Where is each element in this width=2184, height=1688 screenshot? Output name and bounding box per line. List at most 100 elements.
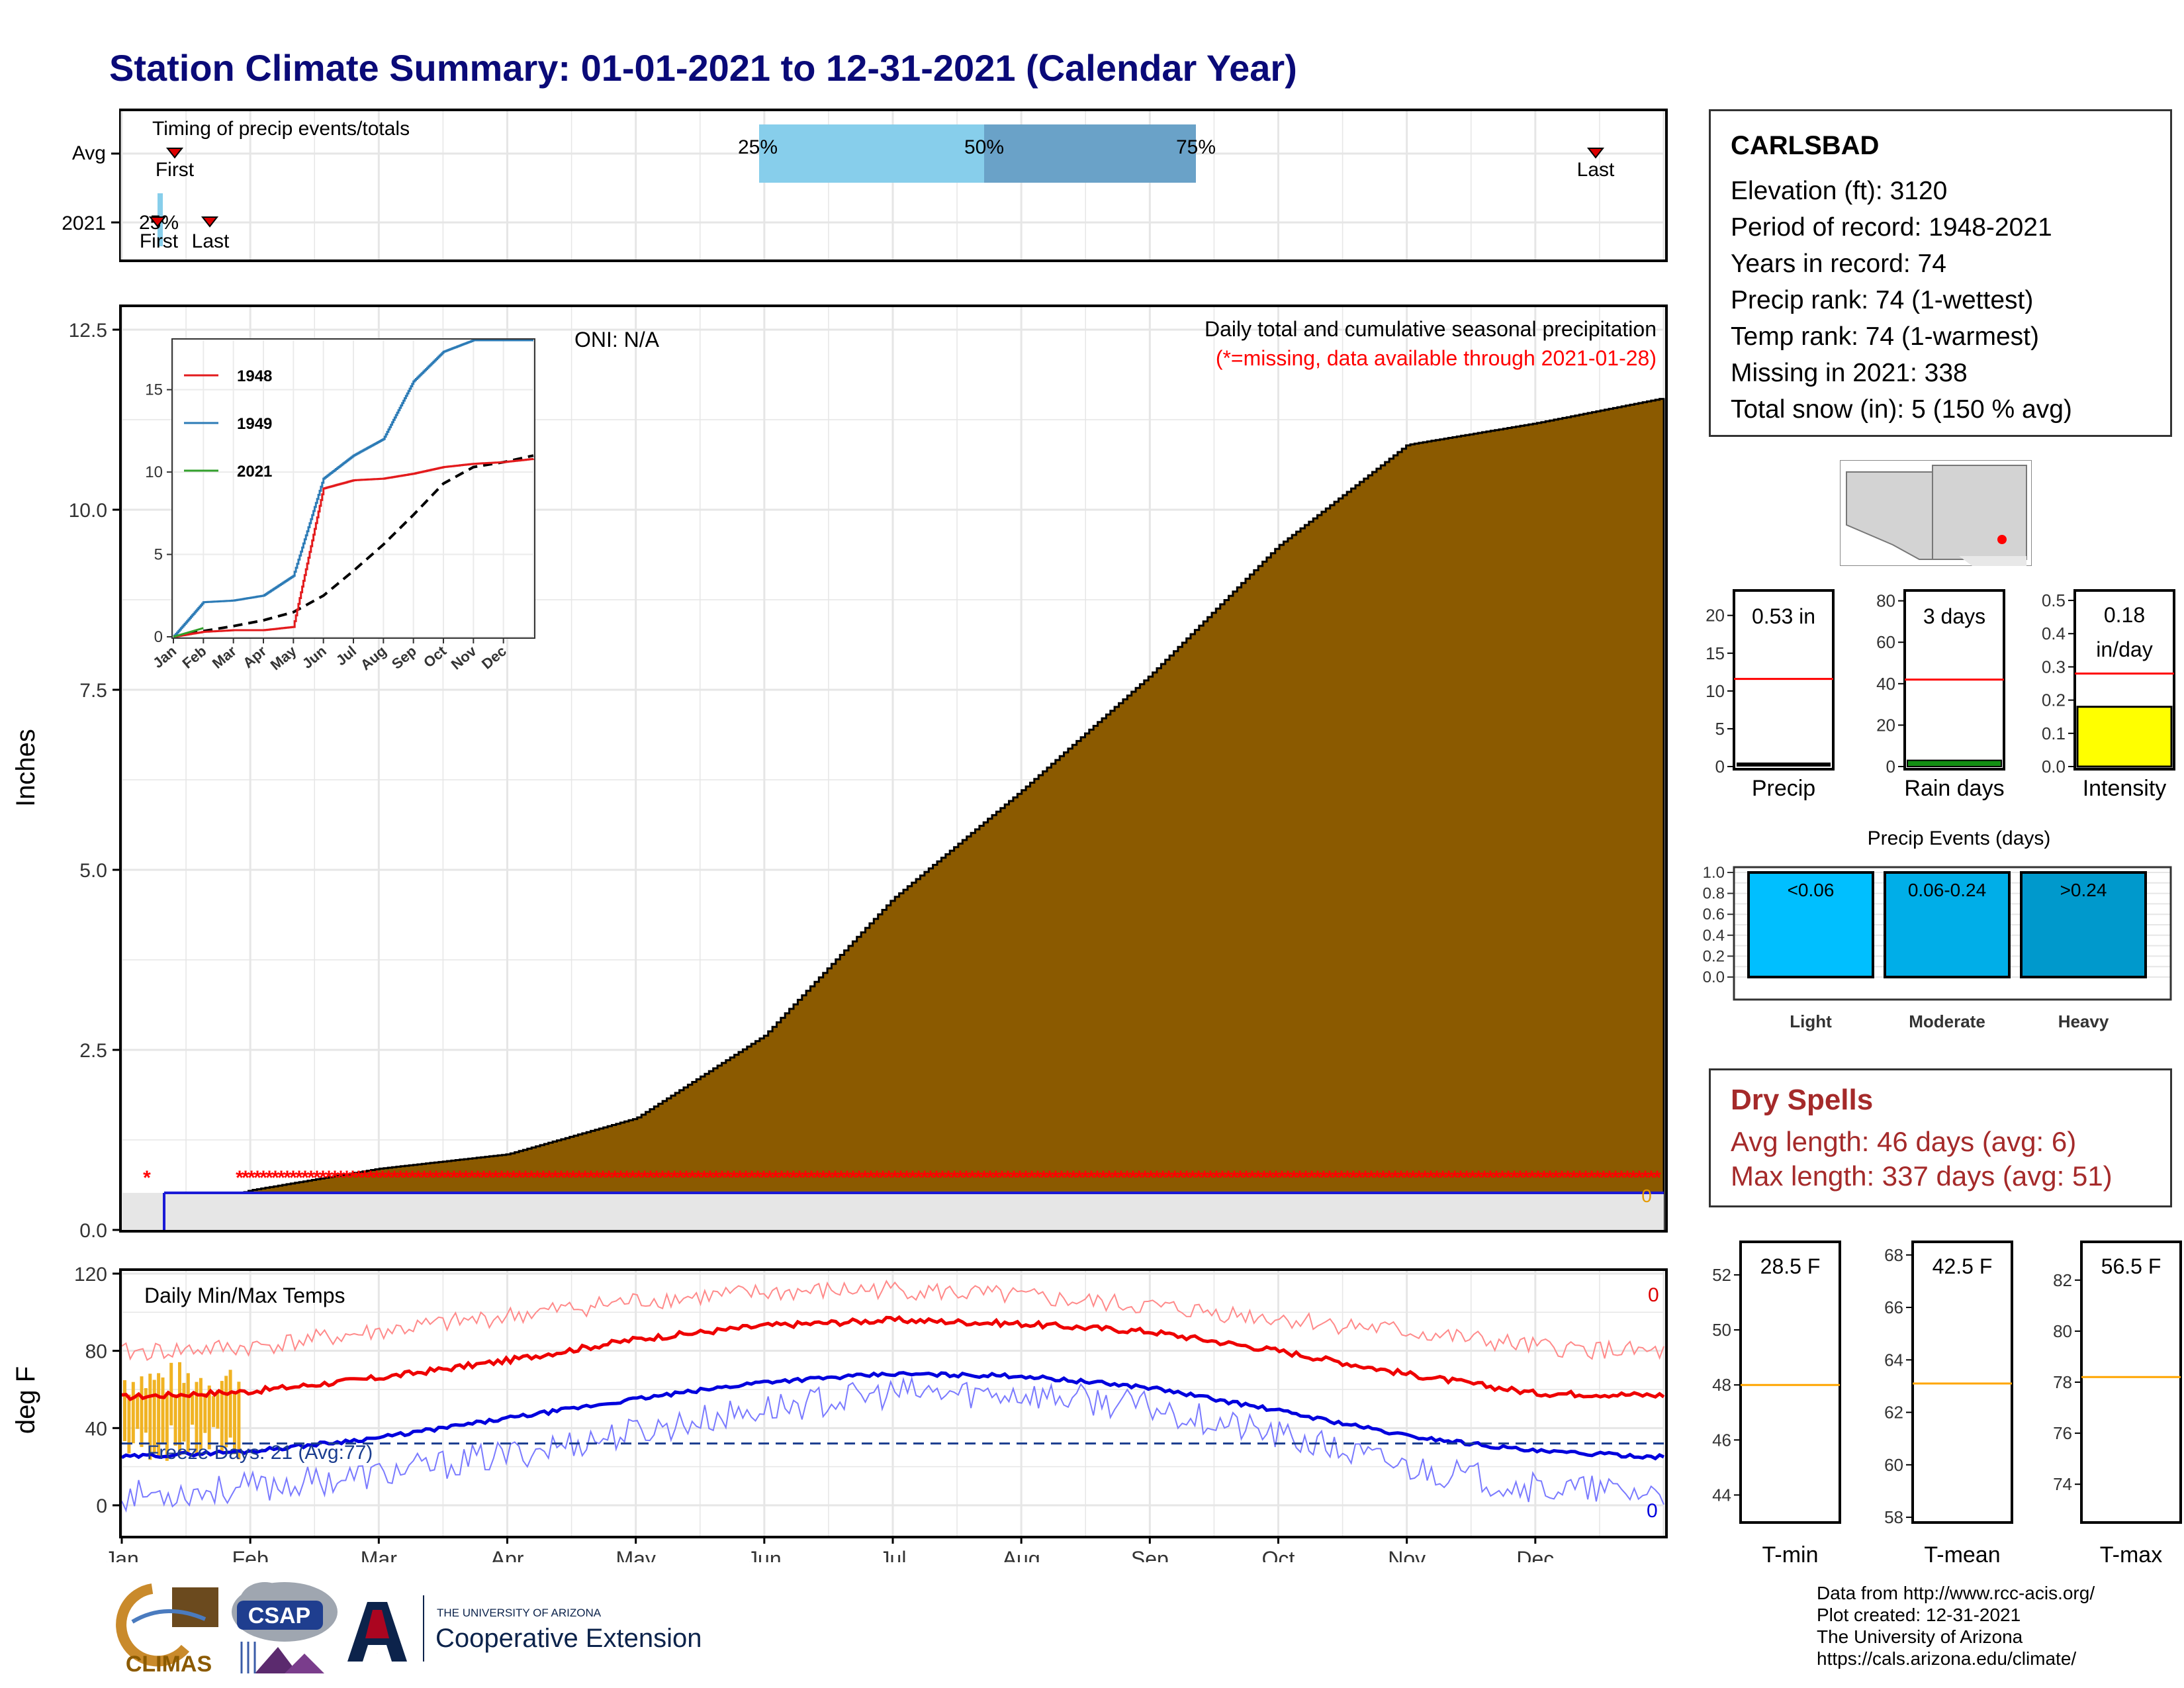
missing-day-marker: * xyxy=(599,1167,607,1189)
missing-day-marker: * xyxy=(1397,1167,1405,1189)
missing-day-marker: * xyxy=(1058,1167,1066,1189)
csap-text: CSAP xyxy=(248,1603,310,1628)
events-bar-moderate xyxy=(1884,871,2011,978)
missing-day-marker: * xyxy=(1391,1167,1399,1189)
events-ytick-label: 0.0 xyxy=(1703,968,1725,986)
missing-day-marker: * xyxy=(1379,1167,1387,1189)
tmin-extreme-line xyxy=(121,1376,1664,1513)
tbar-ytick-label: 58 xyxy=(1884,1507,1903,1527)
mini-ytick-label: 0.2 xyxy=(2042,690,2066,710)
missing-note: (*=missing, data available through 2021-… xyxy=(1216,346,1657,370)
missing-day-marker: * xyxy=(885,1167,893,1189)
missing-day-marker: * xyxy=(1617,1167,1625,1189)
missing-day-marker: * xyxy=(1367,1167,1375,1189)
missing-day-marker: * xyxy=(1546,1167,1554,1189)
missing-day-marker: * xyxy=(1129,1167,1137,1189)
tmin-average-line xyxy=(120,1371,1665,1461)
missing-day-marker: * xyxy=(623,1167,631,1189)
missing-day-marker: * xyxy=(1272,1167,1280,1189)
missing-day-marker: * xyxy=(879,1167,887,1189)
missing-day-marker: * xyxy=(1332,1167,1340,1189)
tbar-ytick-label: 44 xyxy=(1712,1485,1731,1505)
inset-xtick-label: Jan xyxy=(150,643,179,672)
temp-ylabel: deg F xyxy=(11,1366,40,1434)
events-ytick-label: 0.6 xyxy=(1703,906,1725,923)
missing-day-marker: * xyxy=(1230,1167,1238,1189)
missing-day-marker: * xyxy=(760,1167,768,1189)
missing-day-marker: * xyxy=(659,1167,666,1189)
precip-caption: Daily total and cumulative seasonal prec… xyxy=(1205,317,1657,341)
legend-1948: 1948 xyxy=(237,367,272,385)
month-tick-label: Jul xyxy=(880,1547,907,1562)
missing-day-marker: * xyxy=(825,1167,833,1189)
missing-day-marker: * xyxy=(938,1167,946,1189)
missing-day-marker: * xyxy=(1647,1167,1655,1189)
missing-day-marker: * xyxy=(1385,1167,1393,1189)
missing-day-marker: * xyxy=(748,1167,756,1189)
avg-25-50-bar xyxy=(759,124,984,183)
missing-day-marker: * xyxy=(1064,1167,1071,1189)
missing-day-marker: * xyxy=(307,1167,315,1189)
events-bar-label: >0.24 xyxy=(2060,880,2107,900)
missing-day-marker: * xyxy=(617,1167,625,1189)
missing-day-marker: * xyxy=(700,1167,708,1189)
missing-day-marker: * xyxy=(915,1167,923,1189)
missing-day-marker: * xyxy=(718,1167,726,1189)
station-elevation: Elevation (ft): 3120 xyxy=(1731,177,1948,205)
missing-day-marker: * xyxy=(1224,1167,1232,1189)
missing-day-marker: * xyxy=(1201,1167,1208,1189)
missing-day-marker: * xyxy=(259,1167,267,1189)
missing-day-marker: * xyxy=(1427,1167,1435,1189)
credit-line: https://cals.arizona.edu/climate/ xyxy=(1817,1648,2077,1669)
missing-day-marker: * xyxy=(897,1167,905,1189)
missing-day-marker: * xyxy=(426,1167,434,1189)
missing-day-marker: * xyxy=(1236,1167,1244,1189)
mini-ytick-label: 10 xyxy=(1706,681,1725,701)
temp-ytick-label: 120 xyxy=(74,1264,107,1286)
missing-day-marker: * xyxy=(1588,1167,1596,1189)
missing-day-marker: * xyxy=(361,1167,369,1189)
tbar-ytick-label: 46 xyxy=(1712,1430,1731,1450)
missing-day-marker: * xyxy=(992,1167,1000,1189)
missing-day-marker: * xyxy=(1421,1167,1429,1189)
missing-day-marker: * xyxy=(1123,1167,1131,1189)
missing-day-marker: * xyxy=(1653,1167,1661,1189)
credit-line: The University of Arizona xyxy=(1817,1626,2023,1647)
missing-day-marker: * xyxy=(1093,1167,1101,1189)
missing-day-marker: * xyxy=(1564,1167,1572,1189)
credit-line: Plot created: 12-31-2021 xyxy=(1817,1605,2021,1625)
missing-day-marker: * xyxy=(587,1167,595,1189)
credits: Data from http://www.rcc-acis.org/ Plot … xyxy=(1817,1582,2095,1669)
missing-day-marker: * xyxy=(593,1167,601,1189)
missing-day-marker: * xyxy=(1254,1167,1262,1189)
missing-day-marker: * xyxy=(1612,1167,1619,1189)
station-location-dot xyxy=(1997,535,2007,544)
missing-day-marker: * xyxy=(1469,1167,1477,1189)
station-years: Years in record: 74 xyxy=(1731,250,1946,278)
tbar-ytick-label: 48 xyxy=(1712,1375,1731,1395)
row-label-avg: Avg xyxy=(72,142,106,164)
events-bar-light xyxy=(1747,871,1874,978)
missing-day-marker: * xyxy=(1343,1167,1351,1189)
inset-2021-line xyxy=(173,627,204,638)
tbar-ytick-label: 80 xyxy=(2053,1321,2072,1341)
missing-day-marker: * xyxy=(1475,1167,1482,1189)
missing-day-marker: * xyxy=(468,1167,476,1189)
precip-bar xyxy=(1737,762,1831,767)
missing-day-marker: * xyxy=(1159,1167,1167,1189)
missing-day-marker: * xyxy=(891,1167,899,1189)
station-period: Period of record: 1948-2021 xyxy=(1731,213,2052,242)
month-tick-label: Aug xyxy=(1003,1547,1040,1562)
inset-xtick-label: May xyxy=(267,642,300,673)
missing-day-marker: * xyxy=(921,1167,929,1189)
temp-2021-daily-bar xyxy=(131,1382,135,1444)
missing-day-marker: * xyxy=(1492,1167,1500,1189)
station-temp-rank: Temp rank: 74 (1-warmest) xyxy=(1731,322,2039,351)
temp-2021-daily-bar xyxy=(216,1389,220,1429)
missing-day-marker: * xyxy=(265,1167,273,1189)
missing-day-marker: * xyxy=(843,1167,851,1189)
missing-day-marker: * xyxy=(1034,1167,1042,1189)
temp-2021-daily-bar xyxy=(220,1381,224,1454)
missing-day-marker: * xyxy=(801,1167,809,1189)
